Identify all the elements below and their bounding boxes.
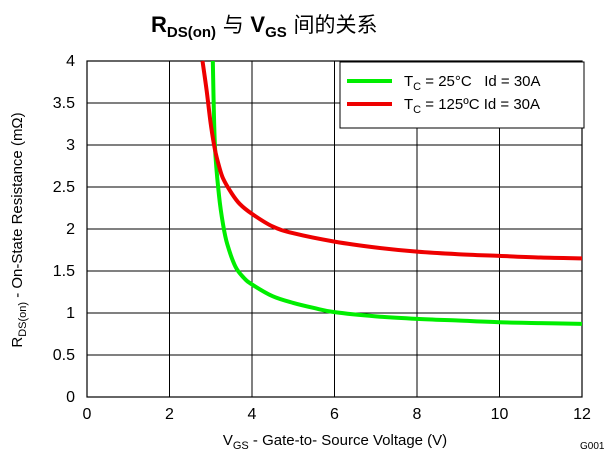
tick-labels: 0 2 4 6 8 10 12 0 0.5 1 1.5 2 2.5 3 3.5 4 (53, 53, 591, 423)
y-tick-label: 3 (66, 137, 75, 154)
figure-code: G001 (580, 441, 605, 451)
x-tick-label: 2 (165, 406, 174, 423)
y-tick-label: 2.5 (53, 179, 75, 196)
title-r-sub: DS(on) (167, 24, 216, 41)
y-tick-label: 3.5 (53, 95, 75, 112)
title-v: V (250, 12, 265, 37)
series-line-25c (210, 60, 583, 326)
x-tick-label: 6 (330, 406, 339, 423)
data-series (200, 60, 583, 326)
y-tick-label: 4 (66, 53, 75, 70)
legend: TC = 25°C Id = 30A TC = 125ºC Id = 30A (339, 61, 585, 129)
y-tick-label: 1 (66, 305, 75, 322)
title-relation: 间的关系 (287, 13, 378, 37)
title-v-sub: GS (265, 24, 287, 41)
plot-frame (86, 60, 583, 398)
x-tick-label: 10 (491, 406, 509, 423)
x-tick-label: 0 (83, 406, 92, 423)
chart-title: RDS(on) 与 VGS 间的关系 (151, 12, 377, 41)
x-axis-label: VGS - Gate-to- Source Voltage (V) (223, 432, 447, 451)
y-tick-label: 0.5 (53, 347, 75, 364)
legend-label-125c: TC = 125ºC Id = 30A (404, 96, 540, 116)
series-line-125c (200, 60, 583, 261)
y-tick-label: 2 (66, 221, 75, 238)
title-connector: 与 (216, 13, 250, 37)
x-tick-label: 8 (413, 406, 422, 423)
x-tick-label: 4 (248, 406, 257, 423)
y-tick-label: 1.5 (53, 263, 75, 280)
x-tick-label: 12 (573, 406, 591, 423)
y-tick-label: 0 (66, 389, 75, 406)
legend-box (339, 61, 585, 129)
legend-label-25c: TC = 25°C Id = 30A (404, 73, 541, 93)
y-axis-label: RDS(on) - On-State Resistance (mΩ) (9, 112, 29, 347)
title-r: R (151, 12, 167, 37)
